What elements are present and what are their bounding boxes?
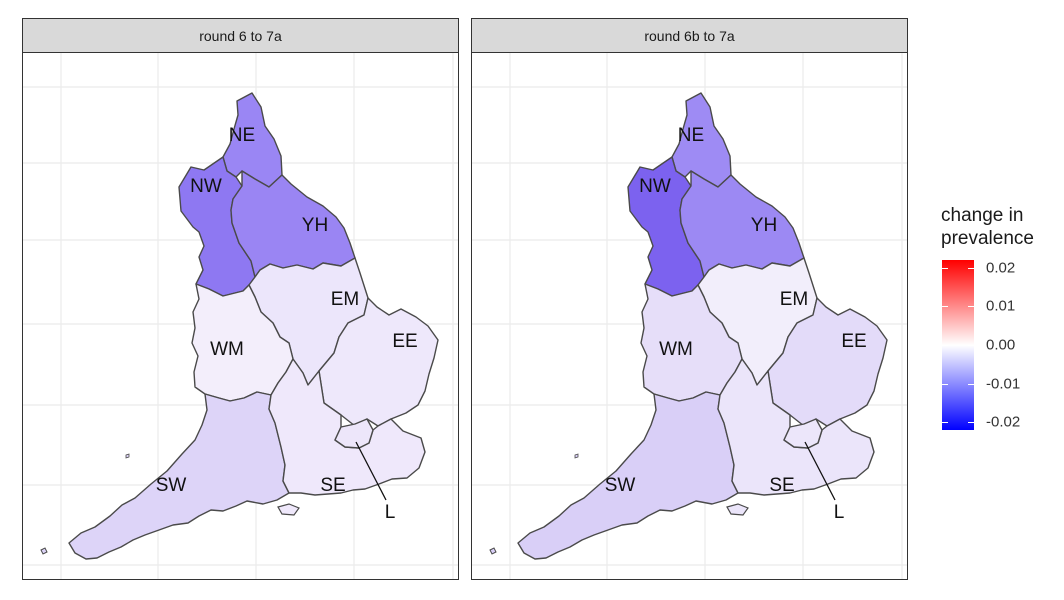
- region-ee: [767, 297, 888, 427]
- region-label-ee: EE: [392, 331, 417, 352]
- island-lundy: [574, 453, 579, 459]
- region-label-em: EM: [780, 289, 809, 310]
- map-panel-round-6b-to-7a: round 6b to 7a NE NW YH EM WM EE SW SE L: [471, 18, 908, 580]
- legend-title: change in prevalence: [941, 204, 1034, 250]
- london-leader-line: [355, 441, 387, 501]
- london-leader-line: [804, 441, 836, 501]
- legend-title-line-2: prevalence: [941, 228, 1034, 249]
- legend-tick-label: 0.00: [986, 336, 1016, 354]
- region-label-yh: YH: [751, 215, 777, 236]
- map-panel-round-6-to-7a: round 6 to 7a NE NW YH EM WM EE SW SE L: [22, 18, 459, 580]
- region-se: [268, 358, 426, 496]
- region-label-l: L: [834, 502, 845, 523]
- region-label-ee: EE: [841, 331, 866, 352]
- region-label-yh: YH: [302, 215, 328, 236]
- region-label-em: EM: [331, 289, 360, 310]
- region-label-nw: NW: [639, 176, 671, 197]
- island-scilly: [40, 547, 48, 555]
- region-label-wm: WM: [210, 339, 244, 360]
- england-regions: [40, 92, 439, 560]
- region-label-se: SE: [320, 475, 345, 496]
- england-regions: [489, 92, 888, 560]
- region-label-sw: SW: [605, 475, 636, 496]
- panel-strip-title: round 6 to 7a: [23, 19, 458, 53]
- legend-tick-mark: [942, 383, 948, 385]
- island-isle-of-wight: [277, 503, 300, 516]
- region-l: [334, 418, 374, 449]
- legend-tick-mark: [968, 345, 974, 346]
- region-label-ne: NE: [678, 125, 704, 146]
- color-legend: change in prevalence 0.02 0.01 0.00 -0.01 -0…: [938, 204, 1058, 444]
- island-scilly: [489, 547, 497, 555]
- map-plot: NE NW YH EM WM EE SW SE L: [23, 53, 458, 579]
- region-label-nw: NW: [190, 176, 222, 197]
- region-se: [717, 358, 875, 496]
- legend-tick-label: 0.01: [986, 297, 1016, 315]
- legend-tick-mark: [942, 422, 948, 424]
- region-ee: [318, 297, 439, 427]
- legend-tick-mark: [968, 267, 974, 269]
- legend-tick-mark: [942, 306, 948, 308]
- region-label-sw: SW: [156, 475, 187, 496]
- legend-tick-label: -0.02: [986, 413, 1021, 431]
- island-lundy: [125, 453, 130, 459]
- region-l: [783, 418, 823, 449]
- region-label-wm: WM: [659, 339, 693, 360]
- legend-title-line-1: change in: [941, 205, 1024, 226]
- map-plot: NE NW YH EM WM EE SW SE L: [472, 53, 907, 579]
- legend-tick-mark: [942, 345, 948, 346]
- legend-tick-mark: [968, 306, 974, 308]
- region-label-l: L: [385, 502, 396, 523]
- region-label-ne: NE: [229, 125, 255, 146]
- legend-tick-mark: [942, 267, 948, 269]
- panel-strip-title: round 6b to 7a: [472, 19, 907, 53]
- legend-tick-label: 0.02: [986, 259, 1016, 277]
- legend-tick-mark: [968, 422, 974, 424]
- legend-tick-mark: [968, 383, 974, 385]
- region-label-se: SE: [769, 475, 794, 496]
- island-isle-of-wight: [726, 503, 749, 516]
- legend-tick-label: -0.01: [986, 375, 1021, 393]
